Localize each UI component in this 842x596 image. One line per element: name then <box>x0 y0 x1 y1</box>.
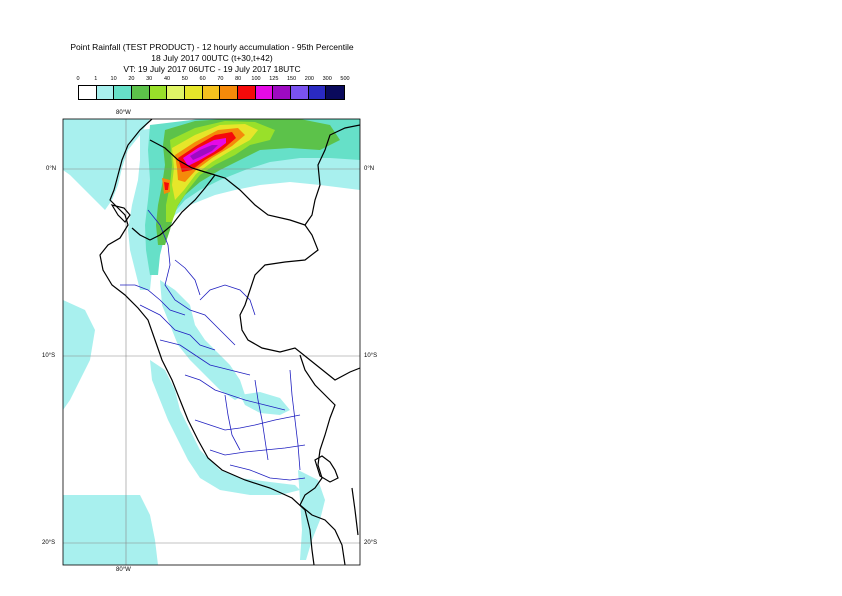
lon-label-bottom: 80°W <box>116 567 131 573</box>
country-borders <box>99 119 360 565</box>
rain-area-ocean-north <box>63 119 150 210</box>
product-title: Point Rainfall (TEST PRODUCT) - 12 hourl… <box>70 42 354 52</box>
lat-label-20s-right: 20°S <box>364 540 378 546</box>
rain-area-purple-north <box>190 145 218 160</box>
region-border-8 <box>224 394 241 451</box>
region-borders <box>120 209 306 481</box>
region-border-11 <box>199 284 256 316</box>
legend-swatch <box>202 86 221 99</box>
region-border-10 <box>289 369 301 471</box>
lat-label-0n-left: 0°N <box>46 166 57 172</box>
legend-swatch <box>167 86 186 99</box>
legend-threshold-label: 100 <box>251 76 261 82</box>
coastline <box>99 119 315 565</box>
legend-threshold-label: 50 <box>181 76 188 82</box>
legend-swatch <box>308 86 327 99</box>
gulf-of-guayaquil <box>110 204 131 223</box>
legend-swatch <box>185 86 203 99</box>
region-border-6 <box>194 414 301 431</box>
color-legend: 0 1 10 20 30 40 50 60 70 80 100 125 150 200 300 500 <box>76 76 350 102</box>
rain-area-purple <box>190 145 218 160</box>
legend-swatch <box>291 86 309 99</box>
legend-threshold-label: 125 <box>269 76 279 82</box>
legend-threshold-label: 500 <box>340 76 350 82</box>
legend-swatch <box>79 86 97 99</box>
legend-swatch <box>149 86 168 99</box>
legend-swatch <box>132 86 150 99</box>
lat-label-20s-left: 20°S <box>42 540 56 546</box>
graticule <box>63 119 360 565</box>
colombia-ecuador-border <box>149 139 216 176</box>
lon-label-top: 80°W <box>116 110 131 116</box>
lat-label-10s-left: 10°S <box>42 353 56 359</box>
region-border-13 <box>229 464 306 481</box>
region-border-7 <box>209 444 306 456</box>
legend-threshold-label: 150 <box>287 76 297 82</box>
colombia-brazil-border <box>214 124 360 226</box>
ecuador-peru-border <box>131 174 216 241</box>
legend-swatch <box>114 86 133 99</box>
legend-threshold-label: 20 <box>128 76 135 82</box>
legend-threshold-label: 200 <box>304 76 314 82</box>
lat-label-0n-right: 0°N <box>364 166 375 172</box>
legend-threshold-label: 30 <box>146 76 153 82</box>
valid-time: VT: 19 July 2017 06UTC - 19 July 2017 18… <box>123 64 301 74</box>
legend-swatch <box>255 86 274 99</box>
region-border-3 <box>139 304 216 351</box>
legend-bar <box>78 85 345 100</box>
legend-threshold-label: 40 <box>163 76 171 82</box>
peru-bolivia-border <box>299 354 336 506</box>
run-time: 18 July 2017 00UTC (t+30,t+42) <box>151 53 273 63</box>
bolivia-argentina-border <box>351 487 359 536</box>
rain-area-lake <box>240 392 290 415</box>
region-border-12 <box>174 259 201 296</box>
legend-threshold-label: 10 <box>110 76 117 82</box>
legend-threshold-label: 60 <box>199 76 206 82</box>
legend-threshold-label: 0 <box>76 76 80 82</box>
legend-swatch <box>96 86 115 99</box>
legend-swatch <box>220 86 239 99</box>
legend-swatch <box>326 86 345 99</box>
rain-area-coast-south <box>150 360 300 495</box>
legend-threshold-label: 300 <box>322 76 332 82</box>
region-border-4 <box>159 339 251 376</box>
peru-brazil-border <box>239 224 360 381</box>
legend-swatch <box>238 86 256 99</box>
map-content <box>63 119 360 565</box>
legend-swatch <box>273 86 292 99</box>
lat-label-10s-right: 10°S <box>364 353 378 359</box>
bolivia-chile-border <box>299 504 346 565</box>
region-border-5 <box>184 374 286 411</box>
title-block: Point Rainfall (TEST PRODUCT) - 12 hourl… <box>0 42 424 75</box>
map-frame <box>62 118 361 566</box>
rain-area-ocean-south <box>63 495 158 565</box>
region-border-9 <box>254 379 269 461</box>
rain-area-ocean-west <box>63 300 95 410</box>
legend-labels: 0 1 10 20 30 40 50 60 70 80 100 125 150 200 300 500 <box>76 76 350 85</box>
legend-threshold-label: 70 <box>217 76 224 82</box>
rain-area-andes-central <box>160 280 245 400</box>
legend-threshold-label: 80 <box>235 76 242 82</box>
lake-titicaca <box>314 455 339 483</box>
region-border-2 <box>120 284 186 316</box>
legend-threshold-label: 1 <box>94 76 98 82</box>
rain-area-red-spot <box>164 182 169 190</box>
region-border-1 <box>147 209 236 346</box>
